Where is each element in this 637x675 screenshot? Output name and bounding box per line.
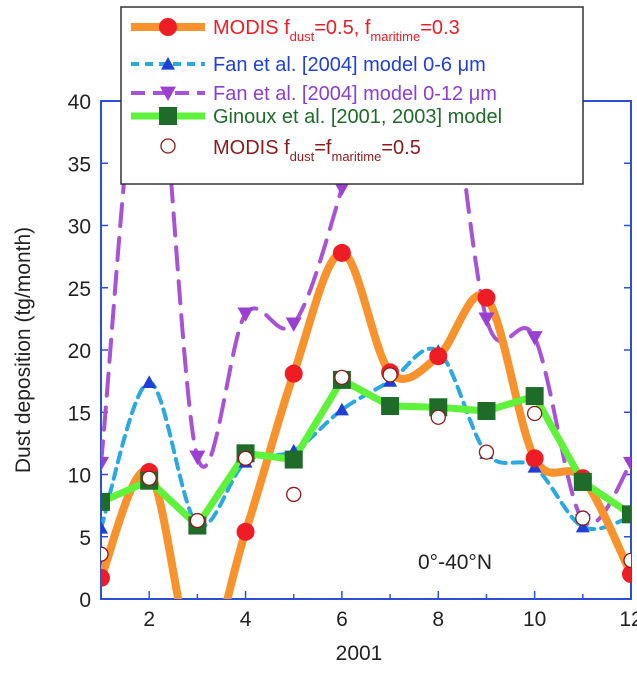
data-point-ginoux-et-al-2001-2003-model bbox=[622, 505, 631, 524]
data-point-fan-et-al-2004-model-0-6-m bbox=[142, 375, 157, 388]
x-tick-label: 4 bbox=[240, 608, 252, 631]
data-point-modis-f-dust-f-maritime-0-5 bbox=[189, 512, 206, 529]
series-line-fan-et-al-2004-model-0-6-m bbox=[101, 346, 631, 531]
data-point-modis-f-dust-f-maritime-0-5 bbox=[382, 367, 398, 383]
data-point-ginoux-et-al-2001-2003-model bbox=[573, 472, 592, 491]
legend-box bbox=[120, 6, 584, 185]
data-point-modis-f-dust-f-maritime-0-5 bbox=[334, 369, 350, 386]
data-point-modis-f-dust-0-5-f-maritime-0-3 bbox=[429, 347, 448, 366]
y-axis-label: Dust deposition (tg/month) bbox=[12, 227, 35, 473]
x-tick-label: 12 bbox=[619, 608, 637, 631]
legend: MODIS fdust=0.5, fmaritime=0.3 Fan et al… bbox=[120, 6, 584, 185]
series-markers bbox=[101, 181, 631, 675]
data-point-modis-f-dust-f-maritime-0-5 bbox=[141, 470, 157, 486]
data-point-modis-f-dust-f-maritime-0-5 bbox=[575, 510, 591, 526]
data-point-fan-et-al-2004-model-0-6-m bbox=[575, 519, 590, 533]
x-tick-label: 2 bbox=[143, 608, 155, 631]
data-point-modis-f-dust-f-maritime-0-5 bbox=[237, 450, 254, 466]
data-point-modis-f-dust-0-5-f-maritime-0-3 bbox=[284, 364, 303, 383]
legend-entry-modis-05: MODIS fdust=fmaritime=0.5 bbox=[213, 137, 421, 164]
legend-marker-fan-et-al-2004-model-0-6-m bbox=[161, 57, 175, 70]
data-point-fan-et-al-2004-model-0-12-m bbox=[189, 450, 206, 466]
x-tick-label: 10 bbox=[523, 608, 546, 631]
legend-entry-fan-0-6: Fan et al. [2004] model 0-6 μm bbox=[213, 54, 486, 76]
y-tick-label: 5 bbox=[79, 527, 91, 550]
legend-entry-modis-03: MODIS fdust=0.5, fmaritime=0.3 bbox=[213, 17, 460, 44]
data-point-fan-et-al-2004-model-0-12-m bbox=[285, 317, 302, 332]
data-point-ginoux-et-al-2001-2003-model bbox=[381, 397, 400, 416]
axis-ticks: 0 5 10 15 20 25 30 35 40 2 4 6 8 10 12 bbox=[68, 91, 637, 631]
data-point-modis-f-dust-0-5-f-maritime-0-3 bbox=[477, 288, 496, 307]
x-tick-label: 8 bbox=[432, 608, 444, 631]
data-point-ginoux-et-al-2001-2003-model bbox=[477, 402, 496, 421]
data-point-fan-et-al-2004-model-0-6-m bbox=[334, 402, 349, 416]
data-point-modis-f-dust-0-5-f-maritime-0-3 bbox=[332, 243, 351, 262]
data-point-fan-et-al-2004-model-0-12-m bbox=[623, 456, 631, 472]
data-point-fan-et-al-2004-model-0-12-m bbox=[478, 312, 495, 327]
y-tick-label: 20 bbox=[68, 340, 91, 363]
data-point-modis-f-dust-0-5-f-maritime-0-3 bbox=[525, 449, 544, 468]
data-point-fan-et-al-2004-model-0-12-m bbox=[526, 331, 543, 346]
data-point-modis-f-dust-0-5-f-maritime-0-3 bbox=[188, 658, 206, 675]
data-point-modis-f-dust-0-5-f-maritime-0-3 bbox=[622, 565, 631, 584]
legend-swatches bbox=[131, 18, 205, 154]
legend-marker-ginoux-et-al-2001-2003-model bbox=[159, 107, 177, 125]
legend-marker-modis-f-dust-f-maritime-0-5 bbox=[160, 138, 176, 154]
x-tick-label: 6 bbox=[336, 608, 348, 631]
x-axis-label: 2001 bbox=[336, 642, 383, 665]
y-tick-label: 35 bbox=[68, 153, 91, 176]
y-tick-label: 15 bbox=[68, 402, 91, 425]
data-point-ginoux-et-al-2001-2003-model bbox=[525, 387, 544, 406]
data-point-modis-f-dust-f-maritime-0-5 bbox=[478, 444, 495, 460]
y-tick-label: 0 bbox=[79, 589, 91, 612]
y-tick-label: 30 bbox=[68, 216, 91, 239]
y-tick-label: 10 bbox=[68, 465, 91, 488]
data-point-ginoux-et-al-2001-2003-model bbox=[284, 450, 303, 469]
data-point-modis-f-dust-f-maritime-0-5 bbox=[526, 405, 543, 422]
data-point-fan-et-al-2004-model-0-6-m bbox=[101, 521, 108, 534]
y-tick-label: 40 bbox=[68, 91, 91, 114]
data-point-modis-f-dust-f-maritime-0-5 bbox=[101, 546, 109, 562]
data-point-modis-f-dust-0-5-f-maritime-0-3 bbox=[236, 522, 255, 541]
legend-marker-fan-et-al-2004-model-0-12-m bbox=[160, 86, 176, 101]
data-point-fan-et-al-2004-model-0-12-m bbox=[101, 456, 109, 472]
data-point-modis-f-dust-f-maritime-0-5 bbox=[286, 486, 302, 503]
y-tick-label: 25 bbox=[68, 278, 91, 301]
data-point-fan-et-al-2004-model-0-12-m bbox=[333, 181, 350, 197]
data-point-modis-f-dust-f-maritime-0-5 bbox=[623, 552, 631, 569]
data-point-modis-f-dust-f-maritime-0-5 bbox=[430, 409, 446, 425]
data-point-fan-et-al-2004-model-0-12-m bbox=[237, 307, 254, 322]
legend-entry-ginoux: Ginoux et al. [2001, 2003] model bbox=[213, 106, 502, 128]
region-annotation: 0°-40°N bbox=[418, 551, 492, 574]
legend-entry-fan-0-12: Fan et al. [2004] model 0-12 μm bbox=[213, 83, 497, 105]
data-point-modis-f-dust-0-5-f-maritime-0-3 bbox=[101, 568, 110, 587]
legend-marker-modis-f-dust-0-5-f-maritime-0-3 bbox=[159, 18, 177, 36]
series-line-ginoux-et-al-2001-2003-model bbox=[101, 376, 631, 530]
data-point-ginoux-et-al-2001-2003-model bbox=[101, 492, 110, 511]
